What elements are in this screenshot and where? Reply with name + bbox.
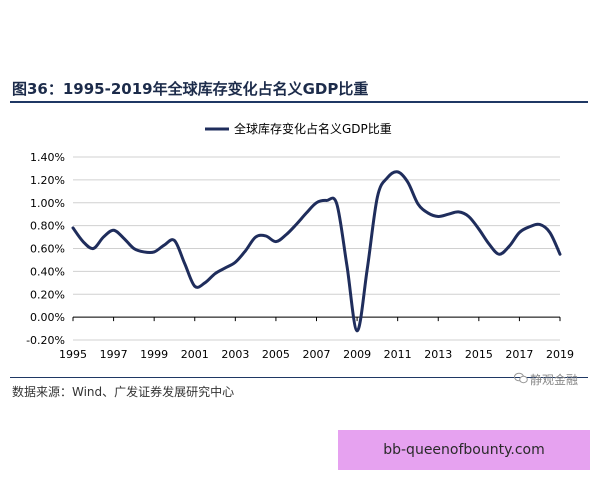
x-tick-label: 2013 xyxy=(424,348,452,361)
figure-title: 图36：1995-2019年全球库存变化占名义GDP比重 xyxy=(12,80,369,98)
x-tick-label: 1997 xyxy=(100,348,128,361)
legend-label: 全球库存变化占名义GDP比重 xyxy=(234,121,392,136)
x-tick-label: 1995 xyxy=(59,348,87,361)
watermark: 静观金融 xyxy=(530,373,579,387)
y-tick-label: -0.20% xyxy=(26,334,65,347)
x-tick-label: 2019 xyxy=(546,348,574,361)
url-tag: bb-queenofbounty.com xyxy=(338,430,590,470)
source-rule xyxy=(10,377,588,378)
wechat-icon xyxy=(514,372,528,384)
y-tick-label: 1.00% xyxy=(30,197,65,210)
x-tick-label: 2003 xyxy=(221,348,249,361)
y-tick-label: 0.00% xyxy=(30,311,65,324)
title-rule xyxy=(10,101,588,103)
x-tick-label: 2009 xyxy=(343,348,371,361)
y-tick-label: 0.20% xyxy=(30,288,65,301)
x-tick-label: 2001 xyxy=(181,348,209,361)
x-tick-label: 2017 xyxy=(505,348,533,361)
y-tick-label: 1.20% xyxy=(30,174,65,187)
y-tick-label: 0.60% xyxy=(30,243,65,256)
series-group xyxy=(71,170,562,333)
y-tick-label: 0.40% xyxy=(30,265,65,278)
x-tick-label: 2007 xyxy=(303,348,331,361)
x-tick-label: 2015 xyxy=(465,348,493,361)
source-note: 数据来源：Wind、广发证券发展研究中心 xyxy=(12,385,235,399)
x-tick-label: 2005 xyxy=(262,348,290,361)
legend: 全球库存变化占名义GDP比重 xyxy=(205,121,392,136)
x-tick-label: 1999 xyxy=(140,348,168,361)
series-line xyxy=(71,170,562,333)
x-tick-label: 2011 xyxy=(384,348,412,361)
x-axis: 1995 1997 1999 2001 2003 2005 2007 2009 2011 2013… xyxy=(59,316,574,361)
gridlines xyxy=(73,156,560,341)
y-tick-label: 1.40% xyxy=(30,151,65,164)
y-axis: -0.20% 0.00% 0.20% 0.40% 0.60% 0.80% 1.00% 1.20… xyxy=(26,151,65,347)
y-tick-label: 0.80% xyxy=(30,220,65,233)
